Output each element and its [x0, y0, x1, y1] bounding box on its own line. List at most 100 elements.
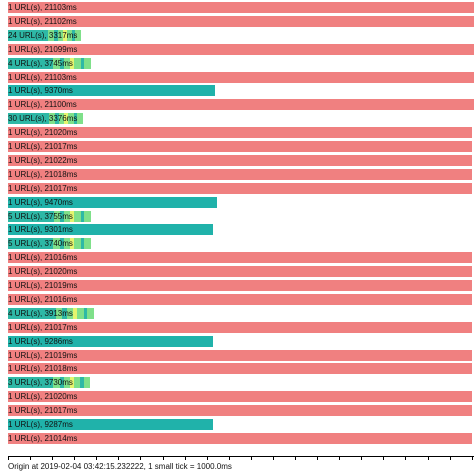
timeline-row: 4 URL(s), 3745ms [8, 57, 91, 69]
timeline-bar-segment [70, 57, 75, 69]
time-axis [8, 456, 474, 457]
timeline-bar-segment [87, 307, 95, 319]
timeline-bar-segment [83, 238, 91, 250]
timeline-bar-segment [84, 210, 91, 222]
timeline-row-label: 1 URL(s), 21103ms [8, 72, 77, 82]
timeline-bar [8, 349, 473, 361]
timeline-row-label: 1 URL(s), 21017ms [8, 322, 78, 332]
timeline-row: 1 URL(s), 21019ms [8, 280, 473, 291]
timeline-row: 5 URL(s), 3740ms [8, 238, 91, 250]
timeline-bar [8, 252, 473, 264]
timeline-bar-segment [53, 238, 61, 250]
axis-tick [361, 457, 363, 460]
timeline-bar-segment [72, 29, 76, 41]
timeline-bar [8, 127, 473, 139]
timeline-row: 1 URL(s), 21017ms [8, 141, 473, 152]
timeline-bar-segment [73, 113, 77, 125]
timeline-row-label: 3 URL(s), 3730ms [8, 378, 73, 388]
timeline-bar-segment [49, 113, 55, 125]
timeline-row: 1 URL(s), 9301ms [8, 224, 214, 236]
axis-tick [449, 457, 451, 460]
timeline-row-label: 1 URL(s), 21020ms [8, 128, 78, 138]
timeline-bar-segment [55, 307, 63, 319]
timeline-row: 3 URL(s), 3730ms [8, 377, 91, 389]
timeline-row-label: 1 URL(s), 21100ms [8, 100, 77, 110]
axis-tick [383, 457, 385, 460]
timeline-row-label: 5 URL(s), 3755ms [8, 211, 73, 221]
timeline-bar [8, 391, 473, 403]
timeline-bar-segment [80, 57, 85, 69]
timeline-bar-segment [64, 377, 70, 389]
timeline-bar [8, 432, 473, 444]
timeline-bar-segment [72, 307, 78, 319]
timeline-bar [8, 85, 215, 97]
axis-tick [405, 457, 407, 460]
timeline-bar-segment [76, 113, 83, 125]
timeline-row: 1 URL(s), 21017ms [8, 182, 473, 194]
timeline-bar-segment [69, 377, 74, 389]
timeline-bar [8, 335, 214, 347]
timeline-bar-segment [8, 29, 49, 41]
timeline-row-label: 1 URL(s), 21016ms [8, 294, 78, 304]
timeline-bar-segment [66, 29, 73, 41]
timeline-row: 1 URL(s), 21014ms [8, 432, 473, 444]
timeline-row: 5 URL(s), 3755ms [8, 210, 91, 222]
axis-tick [162, 457, 164, 460]
timeline-row-label: 1 URL(s), 21017ms [8, 183, 78, 193]
timeline-row: 1 URL(s), 21016ms [8, 252, 473, 264]
timeline-row: 1 URL(s), 21016ms [8, 293, 473, 305]
timeline-bar-segment [8, 238, 54, 250]
timeline-bar [8, 419, 214, 430]
timeline-bar [8, 154, 473, 166]
timeline-row-label: 1 URL(s), 9301ms [8, 225, 73, 235]
timeline-bar-segment [83, 377, 91, 389]
timeline-row: 30 URL(s), 3376ms [8, 113, 83, 125]
timeline-bar [8, 168, 473, 180]
timeline-row-label: 24 URL(s), 3317ms [8, 30, 78, 40]
timeline-row-label: 1 URL(s), 21102ms [8, 16, 77, 26]
timeline-row-label: 1 URL(s), 21099ms [8, 44, 78, 54]
timeline-bar [8, 196, 218, 208]
timeline-bar-segment [74, 210, 81, 222]
timeline-bar-segment [60, 210, 65, 222]
timeline-bar [8, 15, 474, 27]
axis-tick [140, 457, 142, 460]
timeline-bar-segment [8, 113, 49, 125]
timeline-bar-segment [80, 210, 85, 222]
timeline-row: 1 URL(s), 21103ms [8, 2, 474, 13]
timeline-bar [8, 363, 473, 375]
timeline-row-label: 5 URL(s), 3740ms [8, 239, 73, 249]
timeline-bar-segment [77, 307, 85, 319]
timeline-bar-segment [8, 377, 54, 389]
axis-tick [206, 457, 208, 460]
timeline-bar-segment [53, 210, 61, 222]
timeline-row: 1 URL(s), 21017ms [8, 321, 473, 333]
timeline-bar-segment [84, 307, 88, 319]
timeline-row: 1 URL(s), 21020ms [8, 266, 473, 278]
timeline-bar [8, 405, 473, 417]
timeline-bar-segment [62, 307, 67, 319]
axis-tick [184, 457, 186, 460]
timeline-bar [8, 71, 474, 83]
timeline-row-label: 1 URL(s), 9470ms [8, 197, 73, 207]
timeline-row: 1 URL(s), 21017ms [8, 405, 473, 417]
timeline-row: 1 URL(s), 9287ms [8, 419, 214, 430]
timeline-bar-segment [58, 113, 64, 125]
timeline-row: 1 URL(s), 21100ms [8, 99, 474, 111]
timeline-row-label: 1 URL(s), 21020ms [8, 392, 78, 402]
axis-tick [96, 457, 98, 460]
timeline-row-label: 1 URL(s), 21014ms [8, 433, 78, 443]
timeline-bar-segment [64, 238, 70, 250]
axis-tick [8, 457, 9, 460]
timeline-row: 1 URL(s), 9470ms [8, 196, 218, 208]
timeline-row-label: 4 URL(s), 3745ms [8, 58, 73, 68]
timeline-row: 1 URL(s), 21019ms [8, 349, 473, 361]
timeline-bar-segment [60, 57, 65, 69]
axis-tick [317, 457, 319, 460]
timeline-bar [8, 280, 473, 291]
axis-origin-label: Origin at 2019-02-04 03:42:15.232222, 1 … [8, 462, 232, 471]
timeline-row: 1 URL(s), 21022ms [8, 154, 473, 166]
timeline-row: 1 URL(s), 9286ms [8, 335, 214, 347]
axis-tick [118, 457, 120, 460]
